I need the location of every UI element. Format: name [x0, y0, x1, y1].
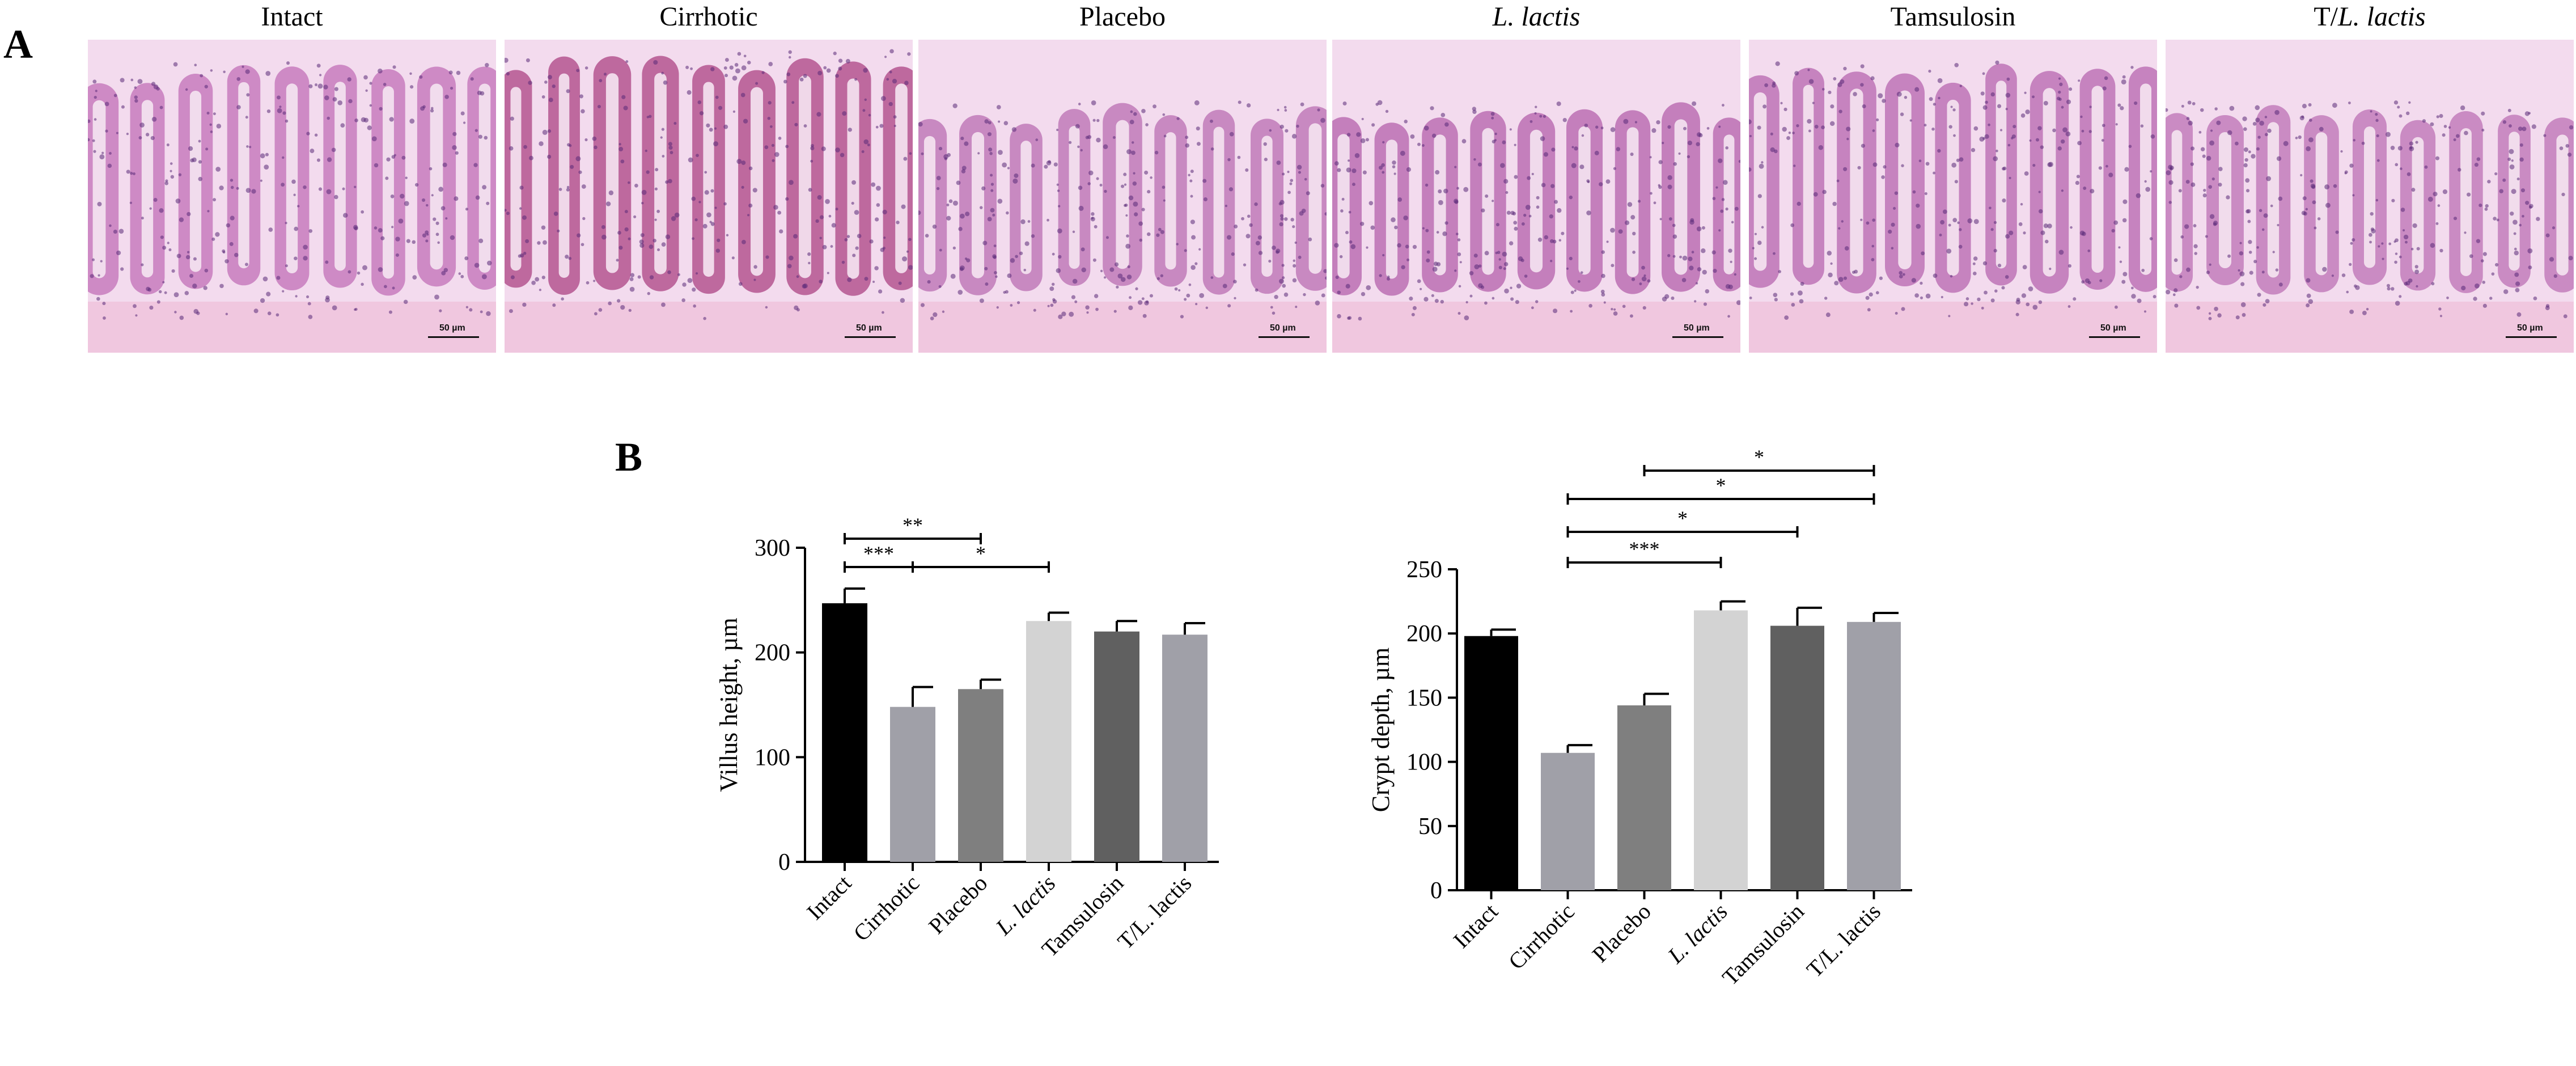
- bar-1: [890, 707, 935, 862]
- x-tick-label: Placebo: [1587, 899, 1656, 967]
- micrograph-title-2: Placebo: [918, 0, 1327, 34]
- micrograph-image: 50 µm: [1332, 40, 1740, 353]
- x-tick-label: Cirrhotic: [1503, 899, 1579, 975]
- x-tick-label: Cirrhotic: [848, 870, 924, 946]
- y-tick-label: 0: [778, 849, 790, 875]
- significance-label: **: [903, 514, 923, 536]
- micrograph-image: 50 µm: [918, 40, 1327, 353]
- significance-bracket: *: [912, 542, 1050, 573]
- x-tick-label: T/L. lactis: [1112, 870, 1196, 954]
- y-tick-label: 100: [1406, 750, 1442, 776]
- scale-bar: 50 µm: [1259, 323, 1310, 338]
- micrograph-image: 50 µm: [1749, 40, 2157, 353]
- y-tick-label: 150: [1406, 685, 1442, 711]
- y-tick-label: 200: [755, 640, 790, 666]
- bar-3: [1694, 610, 1748, 890]
- x-tick-label: L. lactis: [1662, 899, 1732, 969]
- scale-bar-line: [1672, 336, 1723, 338]
- micrograph-title-text: Cirrhotic: [659, 2, 758, 32]
- scale-bar-line: [2506, 336, 2557, 338]
- scale-bar-line: [2089, 336, 2140, 338]
- y-axis-label: Villus height, µm: [715, 617, 743, 792]
- panel-b-label: B: [615, 434, 643, 480]
- micrograph-title-text: Intact: [261, 2, 323, 32]
- scale-bar: 50 µm: [845, 323, 896, 338]
- scale-bar-line: [845, 336, 896, 338]
- bar-5: [1847, 621, 1901, 890]
- significance-label: *: [1716, 474, 1726, 497]
- scale-bar-label: 50 µm: [856, 323, 882, 333]
- scale-bar: 50 µm: [428, 323, 479, 338]
- y-axis-label: Crypt depth, µm: [1367, 648, 1395, 813]
- micrograph-title-1: Cirrhotic: [505, 0, 913, 34]
- scale-bar-line: [1259, 336, 1310, 338]
- scale-bar-label: 50 µm: [1684, 323, 1710, 333]
- scale-bar-label: 50 µm: [2100, 323, 2126, 333]
- bar-0: [822, 603, 867, 862]
- micrograph-title-text: Tamsulosin: [1890, 2, 2016, 32]
- bar-1: [1541, 752, 1595, 890]
- significance-bracket: *: [1566, 507, 1799, 538]
- significance-label: *: [1754, 446, 1764, 468]
- micrograph-title-5: T/L. lactis: [2166, 0, 2574, 34]
- significance-label: ***: [863, 542, 894, 565]
- significance-bracket: *: [1566, 474, 1875, 505]
- panel-a-label: A: [3, 22, 33, 67]
- villus-height-chart: 0 100 200 300 Villus height, µm IntactCirrhot…: [715, 514, 1219, 962]
- bar-0: [1464, 636, 1518, 890]
- micrograph-title-prefix: T/: [2314, 2, 2338, 32]
- y-tick-label: 50: [1418, 814, 1442, 840]
- significance-bracket: ***: [1566, 538, 1722, 568]
- x-tick-label: Tamsulosin: [1717, 899, 1809, 991]
- significance-label: *: [1677, 507, 1688, 530]
- significance-bracket: **: [844, 514, 982, 544]
- bar-2: [1617, 705, 1671, 890]
- micrograph-title-text: L. lactis: [1492, 2, 1581, 32]
- bar-2: [958, 689, 1003, 862]
- micrograph-title-text: Placebo: [1079, 2, 1166, 32]
- y-tick-label: 0: [1430, 878, 1442, 904]
- scale-bar: 50 µm: [2506, 323, 2557, 338]
- significance-label: *: [976, 542, 986, 565]
- x-tick-label: Placebo: [923, 870, 992, 939]
- crypt-depth-chart: 0 50 100 150 200 250 Crypt depth, µm Intact Cirr…: [1367, 446, 1912, 991]
- y-tick-label: 200: [1406, 621, 1442, 647]
- scale-bar: 50 µm: [1672, 323, 1723, 338]
- significance-bracket: ***: [844, 542, 914, 573]
- micrograph-title-0: Intact: [88, 0, 496, 34]
- micrograph-title-4: Tamsulosin: [1749, 0, 2157, 34]
- bar-4: [1094, 631, 1139, 862]
- bar-4: [1770, 625, 1824, 890]
- micrograph-title-italic: L. lactis: [2337, 2, 2426, 32]
- micrograph-image: 50 µm: [2166, 40, 2574, 353]
- scale-bar-label: 50 µm: [1270, 323, 1296, 333]
- y-tick-label: 100: [755, 744, 790, 771]
- x-tick-label: Intact: [802, 870, 856, 925]
- scale-bar: 50 µm: [2089, 323, 2140, 338]
- x-tick-label: L. lactis: [990, 870, 1061, 941]
- significance-label: ***: [1629, 538, 1660, 560]
- significance-bracket: *: [1643, 446, 1875, 476]
- scale-bar-label: 50 µm: [439, 323, 465, 333]
- bar-5: [1162, 634, 1208, 862]
- micrograph-image: 50 µm: [88, 40, 496, 353]
- micrograph-title-3: L. lactis: [1332, 0, 1740, 34]
- x-tick-label: Intact: [1448, 899, 1503, 953]
- y-tick-label: 300: [755, 535, 790, 561]
- scale-bar-label: 50 µm: [2517, 323, 2543, 333]
- scale-bar-line: [428, 336, 479, 338]
- x-tick-label: T/L. lactis: [1802, 899, 1886, 983]
- y-tick-label: 250: [1406, 557, 1442, 583]
- micrograph-image: 50 µm: [505, 40, 913, 353]
- bar-3: [1026, 621, 1071, 862]
